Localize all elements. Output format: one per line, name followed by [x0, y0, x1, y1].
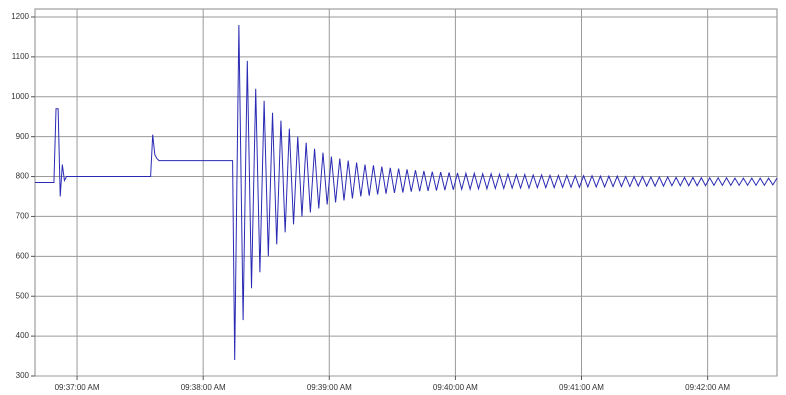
y-tick-label: 1100: [12, 52, 30, 61]
y-tick-label: 800: [16, 172, 30, 181]
y-tick-label: 300: [16, 371, 30, 380]
y-tick-label: 1200: [11, 12, 29, 21]
y-tick-label: 500: [16, 291, 30, 300]
y-tick-label: 900: [16, 132, 30, 141]
x-tick-label: 09:37:00 AM: [55, 383, 100, 392]
data-line: [35, 24, 778, 361]
x-tick-label: 09:38:00 AM: [181, 383, 226, 392]
x-tick-label: 09:41:00 AM: [559, 383, 604, 392]
x-tick-label: 09:40:00 AM: [433, 383, 478, 392]
y-tick-label: 1000: [11, 92, 29, 101]
y-tick-label: 700: [16, 212, 30, 221]
y-tick-label: 600: [16, 251, 30, 260]
x-tick-label: 09:39:00 AM: [307, 383, 352, 392]
x-tick-label: 09:42:00 AM: [685, 383, 730, 392]
y-tick-label: 400: [16, 331, 30, 340]
